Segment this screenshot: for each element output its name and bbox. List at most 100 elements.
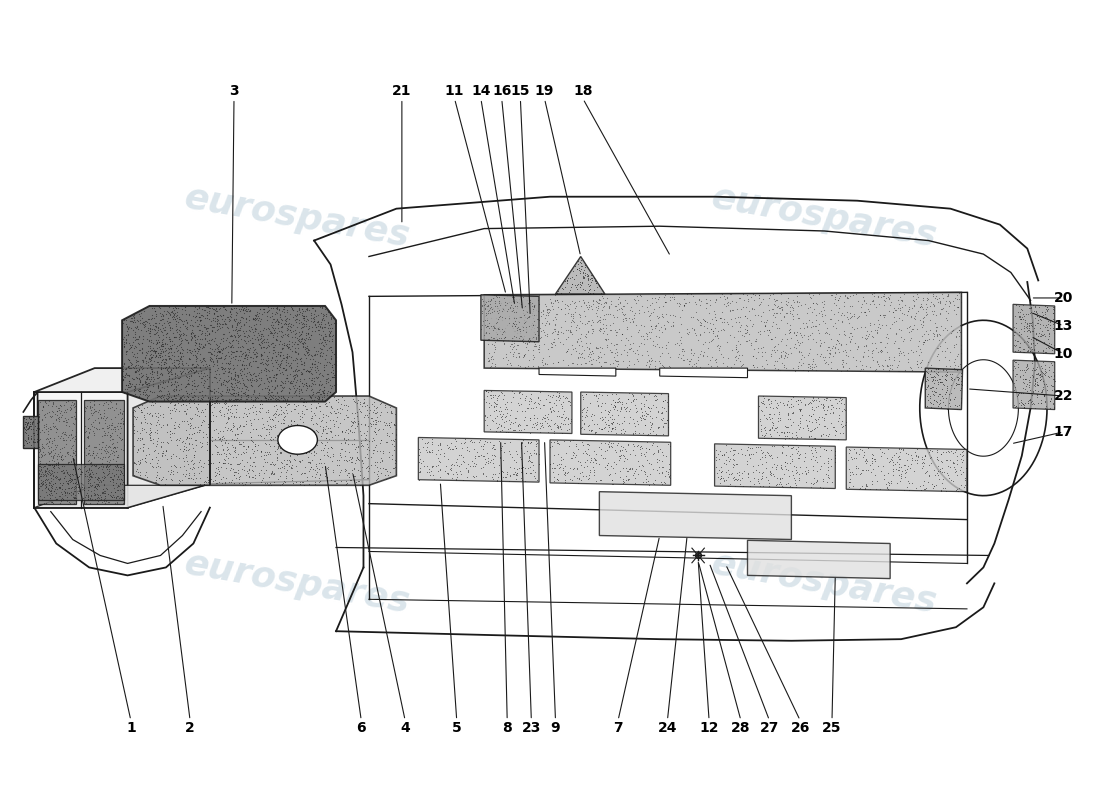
Point: [529, 329, 547, 342]
Point: [279, 341, 297, 354]
Point: [785, 472, 803, 485]
Point: [89, 422, 107, 435]
Point: [222, 399, 240, 412]
Point: [902, 343, 920, 356]
Point: [352, 440, 370, 453]
Point: [805, 394, 823, 406]
Point: [541, 441, 559, 454]
Point: [948, 370, 966, 383]
Point: [715, 473, 733, 486]
Point: [569, 255, 586, 268]
Point: [741, 314, 759, 326]
Point: [482, 302, 499, 314]
Point: [646, 340, 663, 353]
Point: [915, 457, 933, 470]
Point: [684, 362, 702, 374]
Point: [635, 412, 652, 425]
Point: [943, 325, 960, 338]
Point: [265, 458, 283, 471]
Point: [766, 293, 783, 306]
Point: [53, 450, 70, 463]
Point: [22, 432, 40, 445]
Point: [48, 466, 66, 478]
Point: [25, 440, 43, 453]
Point: [504, 451, 521, 464]
Point: [912, 346, 930, 358]
Point: [942, 394, 959, 406]
Point: [296, 478, 314, 491]
Point: [177, 379, 195, 392]
Point: [317, 307, 334, 320]
Point: [776, 310, 793, 323]
Point: [36, 408, 54, 421]
Point: [154, 470, 172, 483]
Point: [710, 453, 727, 466]
Point: [112, 491, 130, 504]
Point: [859, 344, 877, 357]
Point: [695, 326, 713, 338]
Point: [172, 364, 189, 377]
Point: [751, 479, 769, 492]
Point: [31, 460, 48, 473]
Point: [504, 301, 521, 314]
Point: [316, 352, 333, 365]
Point: [761, 423, 779, 436]
Point: [246, 347, 264, 360]
Point: [799, 464, 816, 477]
Point: [152, 400, 169, 413]
Point: [519, 343, 537, 356]
Point: [482, 330, 499, 343]
Point: [842, 336, 859, 349]
Point: [857, 482, 874, 494]
Point: [925, 300, 943, 313]
Point: [292, 430, 309, 442]
Point: [173, 390, 190, 403]
Point: [814, 399, 832, 412]
Point: [569, 350, 586, 363]
Point: [557, 447, 574, 460]
Point: [912, 484, 930, 497]
Point: [277, 358, 295, 371]
Point: [803, 320, 821, 333]
Point: [651, 357, 669, 370]
Point: [44, 468, 62, 481]
Point: [1022, 370, 1040, 383]
Point: [37, 467, 55, 480]
Point: [251, 398, 268, 411]
Point: [117, 362, 134, 375]
Point: [114, 364, 132, 377]
Point: [163, 342, 180, 355]
Point: [627, 392, 645, 405]
Point: [315, 330, 332, 343]
Point: [82, 460, 100, 473]
Point: [258, 313, 276, 326]
Point: [600, 440, 617, 453]
Point: [227, 451, 244, 464]
Point: [250, 389, 267, 402]
Point: [570, 278, 587, 291]
Point: [179, 337, 197, 350]
Point: [76, 459, 94, 472]
Point: [204, 302, 221, 314]
Polygon shape: [23, 416, 37, 448]
Point: [359, 403, 376, 416]
Point: [279, 342, 297, 354]
Point: [911, 300, 928, 313]
Point: [491, 297, 508, 310]
Point: [96, 396, 113, 409]
Point: [528, 437, 546, 450]
Point: [502, 302, 519, 314]
Point: [121, 388, 139, 401]
Point: [58, 477, 76, 490]
Point: [560, 324, 578, 337]
Point: [869, 321, 887, 334]
Point: [614, 422, 631, 435]
Point: [914, 330, 932, 342]
Point: [930, 473, 947, 486]
Point: [540, 306, 558, 318]
Point: [488, 322, 506, 335]
Point: [881, 361, 899, 374]
Point: [144, 386, 162, 398]
Point: [150, 330, 167, 343]
Point: [33, 467, 51, 480]
